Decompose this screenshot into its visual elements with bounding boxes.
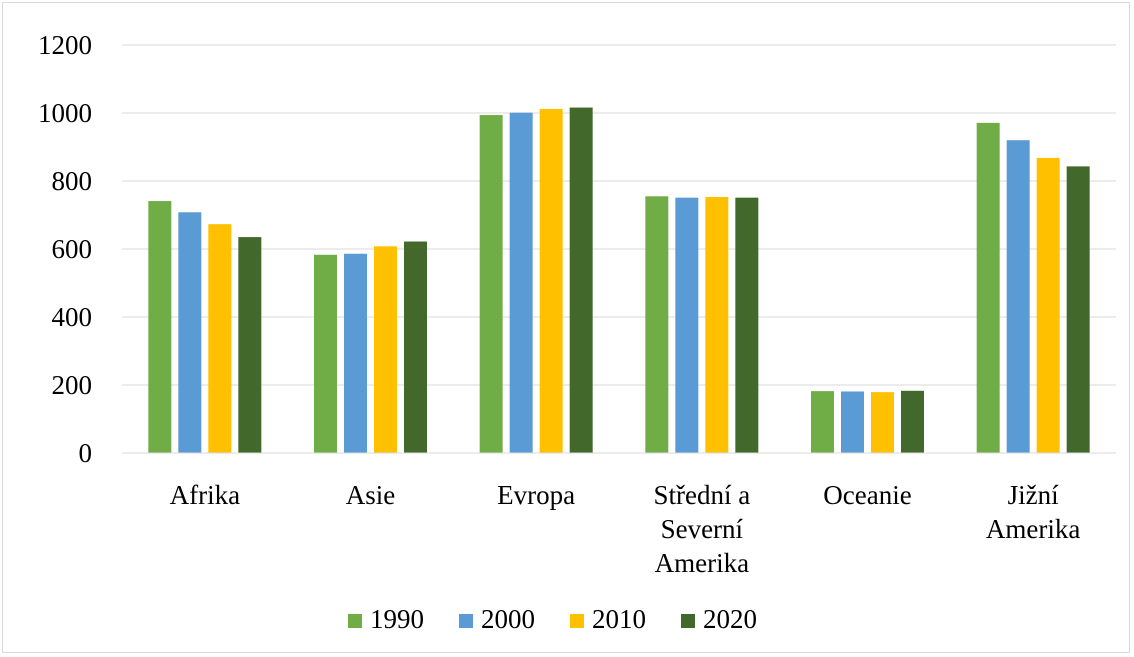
- bar-2000: [675, 197, 699, 453]
- legend-swatch-1990: [348, 614, 362, 628]
- bar-1990: [148, 201, 172, 453]
- y-tick-label: 200: [52, 370, 93, 400]
- y-tick-label: 1200: [38, 30, 92, 60]
- legend-swatch-2020: [681, 614, 695, 628]
- bar-2010: [871, 392, 894, 453]
- y-tick-label: 400: [52, 302, 93, 332]
- bar-2020: [1066, 166, 1090, 453]
- category-label: Evropa: [497, 480, 575, 510]
- bar-2020: [238, 237, 262, 453]
- legend-label: 1990: [370, 604, 424, 634]
- bar-2010: [705, 196, 729, 454]
- category-label: Jižní: [1008, 480, 1059, 510]
- bar-2000: [178, 212, 202, 453]
- gridlines: [122, 44, 1116, 386]
- legend-label: 2020: [703, 604, 757, 634]
- bar-2020: [569, 107, 593, 453]
- legend-label: 2010: [592, 604, 646, 634]
- category-label: Amerika: [986, 514, 1080, 544]
- bar-2000: [1006, 140, 1030, 453]
- y-tick-label: 600: [52, 234, 93, 264]
- category-labels: Afrika Asie Evropa Střední a Severní Amerika O…: [170, 480, 1081, 578]
- bar-2020: [901, 390, 924, 453]
- bar-2000: [344, 253, 367, 453]
- bar-1990: [645, 196, 669, 454]
- bar-2020: [404, 241, 427, 453]
- bar-1990: [314, 254, 337, 453]
- bar-2020: [735, 197, 759, 453]
- legend-swatch-2010: [570, 614, 584, 628]
- y-tick-label: 800: [52, 166, 93, 196]
- y-axis-tick-labels: 0 200 400 600 800 1000 1200: [38, 30, 92, 468]
- bar-1990: [811, 391, 834, 453]
- bars: [148, 107, 1090, 454]
- category-label: Asie: [346, 480, 396, 510]
- y-tick-label: 0: [79, 438, 93, 468]
- bar-2000: [509, 112, 533, 453]
- category-label: Amerika: [655, 548, 749, 578]
- y-tick-label: 1000: [38, 98, 92, 128]
- legend: 1990 2000 2010 2020: [348, 604, 757, 634]
- bar-2010: [1036, 157, 1060, 453]
- category-label: Oceanie: [823, 480, 911, 510]
- bar-1990: [976, 122, 1000, 454]
- bar-2000: [841, 391, 864, 453]
- bar-2010: [208, 224, 232, 453]
- category-label: Afrika: [170, 480, 240, 510]
- bar-2010: [539, 108, 563, 454]
- category-label: Severní: [661, 514, 744, 544]
- category-label: Střední a: [653, 480, 750, 510]
- legend-swatch-2000: [459, 614, 473, 628]
- bar-1990: [479, 115, 503, 453]
- legend-label: 2000: [481, 604, 535, 634]
- bar-2010: [374, 246, 397, 453]
